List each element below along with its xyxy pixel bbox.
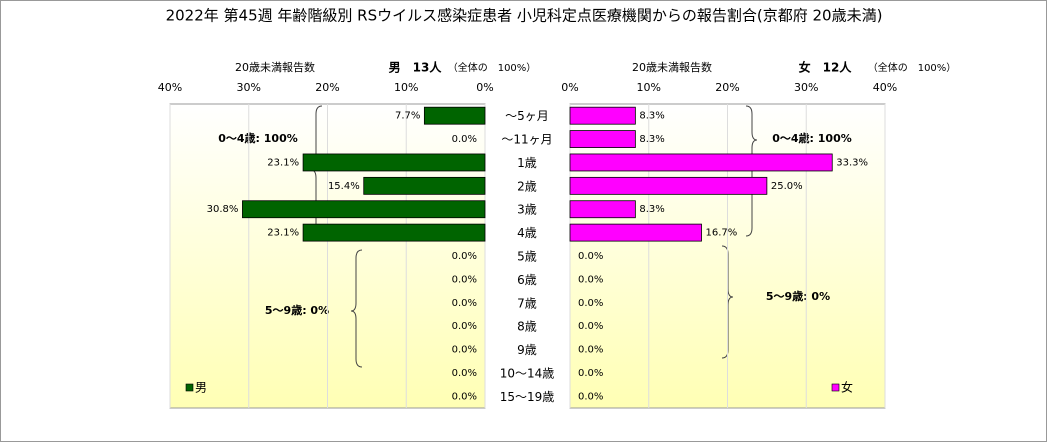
category-label: ～5ヶ月 xyxy=(505,109,549,123)
value-label: 15.4% xyxy=(328,181,360,192)
value-label: 23.1% xyxy=(267,157,299,168)
x-tick-label: 0% xyxy=(476,81,493,94)
bar xyxy=(569,176,768,195)
x-tick-label: 40% xyxy=(158,81,182,94)
category-label: 9歳 xyxy=(517,343,537,357)
legend-swatch xyxy=(185,383,194,392)
bar xyxy=(242,200,486,219)
value-label: 0.0% xyxy=(578,368,603,379)
annotation: 5～9歳: 0% xyxy=(766,289,830,303)
value-label: 8.3% xyxy=(639,134,664,145)
category-label: 2歳 xyxy=(517,179,537,193)
group-label: 女 12人 xyxy=(799,60,853,75)
category-label: 6歳 xyxy=(517,273,537,287)
legend-label: 男 xyxy=(195,381,207,395)
value-label: 0.0% xyxy=(578,391,603,402)
chart-title: 2022年 第45週 年齢階級別 RSウイルス感染症患者 小児科定点医療機関から… xyxy=(166,7,883,25)
value-label: 30.8% xyxy=(207,204,239,215)
x-tick-label: 40% xyxy=(873,81,897,94)
share-label: （全体の 100%） xyxy=(868,61,957,74)
bar xyxy=(569,153,833,172)
bar xyxy=(363,176,486,195)
subtitle: 20歳未満報告数 xyxy=(632,61,712,74)
value-label: 25.0% xyxy=(771,181,803,192)
value-label: 0.0% xyxy=(578,274,603,285)
share-label: （全体の 100%） xyxy=(448,61,537,74)
bar xyxy=(569,200,636,219)
category-label: 10～14歳 xyxy=(500,366,555,380)
category-label: 3歳 xyxy=(517,203,537,217)
value-label: 7.7% xyxy=(395,111,420,122)
x-tick-label: 10% xyxy=(394,81,418,94)
brace xyxy=(350,249,363,368)
x-tick-label: 20% xyxy=(315,81,339,94)
category-label: 7歳 xyxy=(517,296,537,310)
category-label: 15～19歳 xyxy=(500,390,555,404)
value-label: 16.7% xyxy=(706,228,738,239)
category-label: 5歳 xyxy=(517,250,537,264)
bar xyxy=(569,223,702,242)
category-label: ～11ヶ月 xyxy=(501,133,552,147)
bar xyxy=(302,223,486,242)
value-label: 8.3% xyxy=(639,204,664,215)
x-tick-label: 20% xyxy=(715,81,739,94)
category-label: 4歳 xyxy=(517,226,537,240)
value-label: 0.0% xyxy=(452,368,477,379)
bar xyxy=(569,106,636,125)
category-label: 1歳 xyxy=(517,156,537,170)
value-label: 0.0% xyxy=(452,345,477,356)
value-label: 33.3% xyxy=(836,157,868,168)
value-label: 23.1% xyxy=(267,228,299,239)
value-label: 0.0% xyxy=(578,251,603,262)
legend-label: 女 xyxy=(841,380,853,395)
legend-swatch xyxy=(831,383,840,392)
x-tick-label: 0% xyxy=(561,81,578,94)
value-label: 0.0% xyxy=(452,391,477,402)
value-label: 0.0% xyxy=(452,298,477,309)
value-label: 0.0% xyxy=(452,274,477,285)
value-label: 0.0% xyxy=(578,298,603,309)
value-label: 0.0% xyxy=(452,321,477,332)
annotation: 0～4歳: 100% xyxy=(218,131,298,145)
group-label: 男 13人 xyxy=(389,60,443,75)
value-label: 8.3% xyxy=(639,111,664,122)
x-tick-label: 30% xyxy=(794,81,818,94)
annotation: 5～9歳: 0% xyxy=(265,303,329,317)
value-label: 0.0% xyxy=(578,321,603,332)
x-tick-label: 10% xyxy=(637,81,661,94)
value-label: 0.0% xyxy=(452,251,477,262)
value-label: 0.0% xyxy=(452,134,477,145)
x-tick-label: 30% xyxy=(237,81,261,94)
annotation: 0～4歳: 100% xyxy=(772,131,852,145)
value-label: 0.0% xyxy=(578,345,603,356)
subtitle: 20歳未満報告数 xyxy=(235,61,315,74)
bar xyxy=(423,106,486,125)
category-label: 8歳 xyxy=(517,320,537,334)
brace xyxy=(745,105,758,237)
bar xyxy=(302,153,486,172)
bar xyxy=(569,130,636,148)
